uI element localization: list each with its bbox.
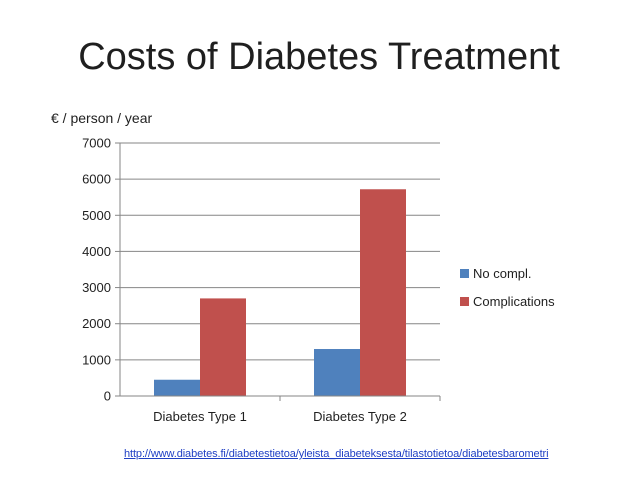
legend-swatch-complications (460, 296, 469, 306)
y-axis-unit-label: € / person / year (51, 110, 153, 126)
chart-legend: No compl. Complications (460, 259, 555, 315)
legend-label-no-compl: No compl. (473, 265, 532, 281)
chart-title: Costs of Diabetes Treatment (78, 36, 560, 78)
bar-complications-1 (360, 189, 406, 396)
bar-complications-0 (200, 298, 246, 396)
x-category-label: Diabetes Type 2 (313, 409, 407, 424)
legend-item-no-compl: No compl. (460, 259, 555, 287)
bar-no-compl--1 (314, 349, 360, 396)
legend-swatch-no-compl (460, 268, 469, 278)
y-tick-label: 3000 (82, 280, 111, 295)
legend-label-complications: Complications (473, 293, 555, 309)
y-tick-label: 7000 (82, 136, 111, 151)
source-link[interactable]: http://www.diabetes.fi/diabetestietoa/yl… (124, 448, 549, 460)
y-tick-label: 6000 (82, 172, 111, 187)
bar-no-compl--0 (154, 379, 200, 396)
y-tick-label: 5000 (82, 208, 111, 223)
legend-item-complications: Complications (460, 287, 555, 315)
y-tick-label: 1000 (82, 352, 111, 367)
y-tick-label: 4000 (82, 244, 111, 259)
x-category-label: Diabetes Type 1 (153, 409, 247, 424)
y-tick-label: 0 (104, 389, 111, 404)
y-tick-label: 2000 (82, 316, 111, 331)
